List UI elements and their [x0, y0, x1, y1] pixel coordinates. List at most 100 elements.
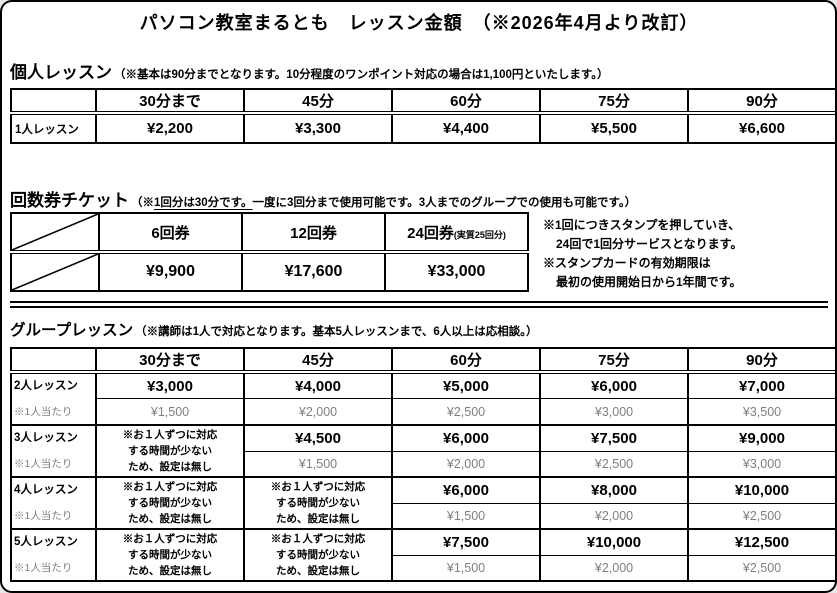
group-heading-note: （※講師は1人で対応となります。基本5人レッスンまで、6人以上は応相談。） [135, 326, 538, 338]
per-person-label: ※1人当たり [14, 458, 73, 470]
per-person-price-cell: ¥1,500 [391, 502, 541, 530]
column-header: 60分 [391, 88, 541, 115]
section-ticket-heading: 回数券チケット （※1回分は30分です。一度に3回分まで使用可能です。3人までの… [10, 186, 828, 210]
main-price-cell: ¥3,000 [95, 371, 245, 399]
table-row: 5人レッスン ※1人当たり ※お１人ずつに対応 する時間が少ない ため、設定は無… [10, 528, 835, 582]
per-person-price-cell: ¥2,500 [391, 398, 541, 426]
column-header: 12回券 [241, 212, 386, 254]
diagonal-line-icon [12, 254, 98, 290]
per-person-price-cell: ¥2,000 [243, 398, 393, 426]
per-person-label: ※1人当たり [14, 510, 73, 522]
column-header: 45分 [243, 347, 393, 374]
row-label: 2人レッスン [14, 380, 78, 392]
per-person-price-cell: ¥2,500 [687, 502, 835, 530]
per-person-price-cell: ¥1,500 [391, 554, 541, 582]
main-price-cell: ¥10,000 [539, 528, 689, 556]
price-cell: ¥2,200 [95, 112, 245, 144]
main-price-cell: ¥9,000 [687, 424, 835, 452]
row-label: 4人レッスン [14, 484, 78, 496]
table-row: 3人レッスン ※1人当たり ※お１人ずつに対応 する時間が少ない ため、設定は無… [10, 424, 835, 478]
column-header: 90分 [687, 347, 835, 374]
per-person-price-cell: ¥2,000 [539, 554, 689, 582]
price-cell: ¥9,900 [98, 251, 243, 292]
per-person-price-cell: ¥2,500 [687, 554, 835, 582]
no-setting-note-cell: ※お１人ずつに対応 する時間が少ない ため、設定は無し [243, 476, 393, 530]
price-cell: ¥4,400 [391, 112, 541, 144]
main-price-cell: ¥7,500 [391, 528, 541, 556]
main-price-cell: ¥10,000 [687, 476, 835, 504]
no-setting-note-cell: ※お１人ずつに対応 する時間が少ない ため、設定は無し [243, 528, 393, 582]
column-header: 75分 [539, 347, 689, 374]
table-header-row: 6回券 12回券 24回券(実質25回分) [10, 212, 529, 254]
main-price-cell: ¥7,000 [687, 371, 835, 399]
ticket-heading-note: （※1回分は30分です。一度に3回分まで使用可能です。3人までのグループでの使用… [131, 197, 637, 209]
table-row: ¥1,500 ¥2,000 ¥2,500 [11, 554, 835, 582]
group-price-table: 30分まで 45分 60分 75分 90分 2人レッスン ※1人当たり ¥3,0… [10, 347, 835, 582]
page-title: パソコン教室まるとも レッスン金額 （※2026年4月より改訂） [139, 13, 699, 33]
note-line: 最初の使用開始日から1年間です。 [556, 275, 742, 289]
main-price-cell: ¥6,000 [391, 424, 541, 452]
main-price-cell: ¥4,000 [243, 371, 393, 399]
price-cell: ¥33,000 [384, 251, 529, 292]
table-row: ¥1,500 ¥2,000 ¥2,500 ¥3,000 [11, 450, 835, 478]
section-divider [10, 301, 828, 308]
diagonal-cell [10, 251, 100, 292]
per-person-price-cell: ¥3,000 [539, 398, 689, 426]
group-row-label: 4人レッスン ※1人当たり [10, 476, 97, 530]
per-person-price-cell: ¥2,000 [391, 450, 541, 478]
column-header: 90分 [687, 88, 835, 115]
per-person-price-cell: ¥3,000 [687, 450, 835, 478]
column-header: 30分まで [95, 347, 245, 374]
table-row: 2人レッスン ※1人当たり ¥3,000 ¥4,000 ¥5,000 ¥6,00… [10, 371, 835, 426]
no-setting-note-cell: ※お１人ずつに対応 する時間が少ない ため、設定は無し [95, 476, 245, 530]
personal-heading-note: （※基本は90分までとなります。10分程度のワンポイント対応の場合は1,100円… [114, 69, 609, 81]
note-line: ※スタンプカードの有効期限は [543, 256, 711, 270]
per-person-label: ※1人当たり [14, 406, 73, 418]
note-line: ※1回につきスタンプを押していき、 [543, 218, 741, 232]
ticket-section: 6回券 12回券 24回券(実質25回分) ¥9,900 ¥17,600 ¥33… [10, 212, 828, 292]
ticket-heading: 回数券チケット [10, 191, 129, 210]
ticket-side-notes: ※1回につきスタンプを押していき、 24回で1回分サービスとなります。 ※スタン… [543, 216, 742, 292]
per-person-price-cell: ¥3,500 [687, 398, 835, 426]
group-row-label: 2人レッスン ※1人当たり [10, 371, 97, 426]
column-header: 30分まで [95, 88, 245, 115]
price-cell: ¥17,600 [241, 251, 386, 292]
price-cell: ¥6,600 [687, 112, 835, 144]
per-person-label: ※1人当たり [14, 562, 73, 574]
table-row: ¥9,900 ¥17,600 ¥33,000 [10, 251, 529, 292]
per-person-price-cell: ¥2,500 [539, 450, 689, 478]
column-header: 6回券 [98, 212, 243, 254]
no-setting-note-cell: ※お１人ずつに対応 する時間が少ない ため、設定は無し [95, 424, 245, 478]
column-header: 24回券(実質25回分) [384, 212, 529, 254]
main-price-cell: ¥12,500 [687, 528, 835, 556]
main-price-cell: ¥6,000 [539, 371, 689, 399]
column-header-suffix: (実質25回分) [453, 229, 506, 240]
main-price-cell: ¥8,000 [539, 476, 689, 504]
per-person-price-cell: ¥1,500 [95, 398, 245, 426]
price-cell: ¥3,300 [243, 112, 393, 144]
group-heading: グループレッスン [10, 322, 134, 339]
corner-cell [10, 347, 97, 374]
table-header-row: 30分まで 45分 60分 75分 90分 [10, 88, 835, 115]
group-row-label: 3人レッスン ※1人当たり [10, 424, 97, 478]
section-personal-heading: 個人レッスン （※基本は90分までとなります。10分程度のワンポイント対応の場合… [10, 58, 828, 82]
per-person-price-cell: ¥1,500 [243, 450, 393, 478]
main-price-cell: ¥6,000 [391, 476, 541, 504]
table-header-row: 30分まで 45分 60分 75分 90分 [10, 347, 835, 374]
diagonal-line-icon [12, 214, 98, 250]
section-group-heading: グループレッスン （※講師は1人で対応となります。基本5人レッスンまで、6人以上… [10, 318, 828, 342]
group-row-label: 5人レッスン ※1人当たり [10, 528, 97, 582]
table-row: 4人レッスン ※1人当たり ※お１人ずつに対応 する時間が少ない ため、設定は無… [10, 476, 835, 530]
personal-heading: 個人レッスン [10, 63, 112, 82]
column-header: 60分 [391, 347, 541, 374]
row-label: 3人レッスン [14, 432, 78, 444]
diagonal-cell [10, 212, 100, 254]
note-line: 24回で1回分サービスとなります。 [556, 237, 743, 251]
table-row: ¥1,500 ¥2,000 ¥2,500 [11, 502, 835, 530]
per-person-price-cell: ¥2,000 [539, 502, 689, 530]
main-price-cell: ¥4,500 [243, 424, 393, 452]
row-label: 5人レッスン [14, 536, 78, 548]
column-header: 45分 [243, 88, 393, 115]
row-label: 1人レッスン [10, 112, 97, 144]
